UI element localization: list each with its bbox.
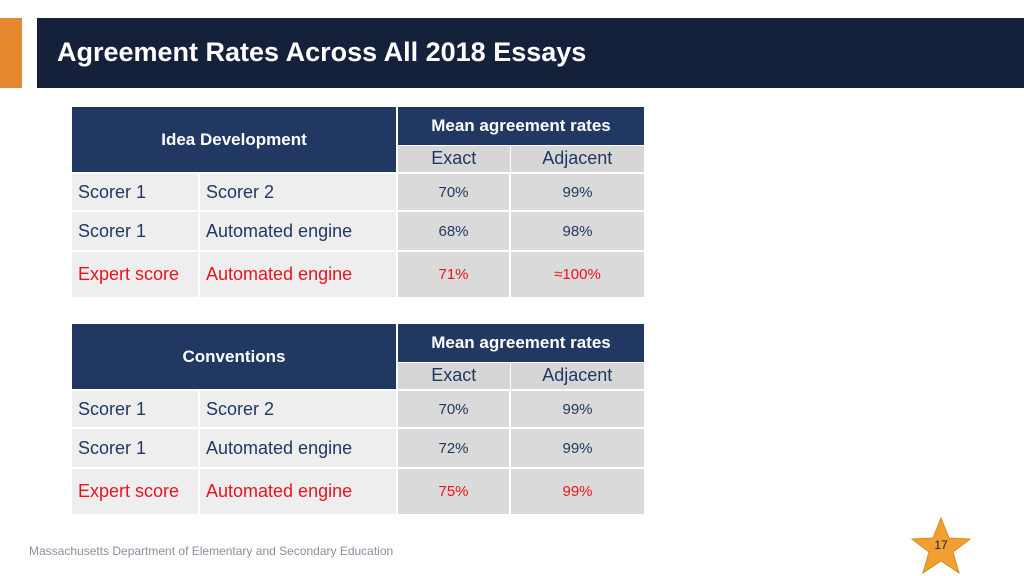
adjacent-value: ≈100% [510,250,644,297]
scorer-b-cell: Automated engine [199,250,398,297]
exact-value: 75% [397,467,511,514]
adjacent-value: 99% [510,467,644,514]
scorer-b-cell: Automated engine [199,467,398,514]
scorer-b-cell: Scorer 2 [199,172,398,211]
exact-header: Exact [397,362,511,390]
adjacent-value: 99% [510,172,644,211]
category-header: Conventions [72,324,398,390]
table-row: Expert score Automated engine 75% 99% [72,467,644,514]
table-row: Scorer 1 Scorer 2 70% 99% [72,172,644,211]
mean-agreement-header: Mean agreement rates [397,107,644,146]
scorer-b-cell: Automated engine [199,210,398,251]
exact-value: 72% [397,427,511,468]
conventions-table: Conventions Mean agreement rates Exact A… [72,324,644,514]
scorer-a-cell: Scorer 1 [72,427,200,468]
exact-value: 70% [397,172,511,211]
scorer-a-cell: Scorer 1 [72,210,200,251]
exact-header: Exact [397,145,511,173]
adjacent-header: Adjacent [510,145,644,173]
adjacent-value: 99% [510,427,644,468]
title-bar: Agreement Rates Across All 2018 Essays [37,18,1024,88]
adjacent-header: Adjacent [510,362,644,390]
table-row: Scorer 1 Automated engine 68% 98% [72,210,644,251]
page-number: 17 [934,538,948,552]
idea-development-table: Idea Development Mean agreement rates Ex… [72,107,644,297]
table-row: Expert score Automated engine 71% ≈100% [72,250,644,297]
scorer-b-cell: Scorer 2 [199,389,398,428]
scorer-a-cell: Scorer 1 [72,172,200,211]
star-icon [910,516,972,575]
exact-value: 71% [397,250,511,297]
adjacent-value: 99% [510,389,644,428]
table-row: Scorer 1 Scorer 2 70% 99% [72,389,644,428]
scorer-a-cell: Scorer 1 [72,389,200,428]
scorer-b-cell: Automated engine [199,427,398,468]
title-accent-bar [0,18,22,88]
category-header: Idea Development [72,107,398,173]
mean-agreement-header: Mean agreement rates [397,324,644,363]
exact-value: 70% [397,389,511,428]
footer-organization: Massachusetts Department of Elementary a… [29,544,394,558]
slide-title: Agreement Rates Across All 2018 Essays [57,37,587,67]
scorer-a-cell: Expert score [72,250,200,297]
exact-value: 68% [397,210,511,251]
scorer-a-cell: Expert score [72,467,200,514]
table-row: Scorer 1 Automated engine 72% 99% [72,427,644,468]
adjacent-value: 98% [510,210,644,251]
